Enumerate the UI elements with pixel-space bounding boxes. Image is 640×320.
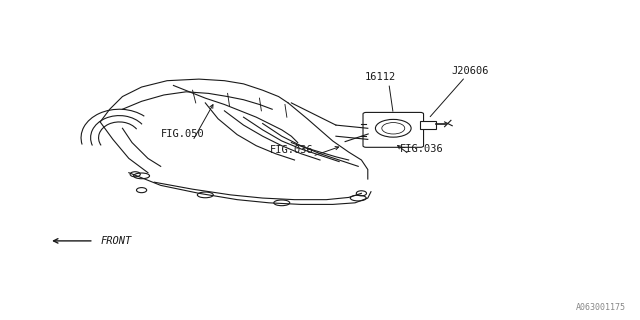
Text: FIG.036: FIG.036 <box>269 145 313 155</box>
Text: FRONT: FRONT <box>100 236 131 246</box>
Text: A063001175: A063001175 <box>576 303 626 312</box>
Text: FIG.036: FIG.036 <box>399 144 444 154</box>
Text: FIG.050: FIG.050 <box>161 129 205 140</box>
Text: 16112: 16112 <box>365 72 396 82</box>
Text: J20606: J20606 <box>451 66 488 76</box>
Bar <box>420 121 436 129</box>
FancyBboxPatch shape <box>363 112 424 147</box>
